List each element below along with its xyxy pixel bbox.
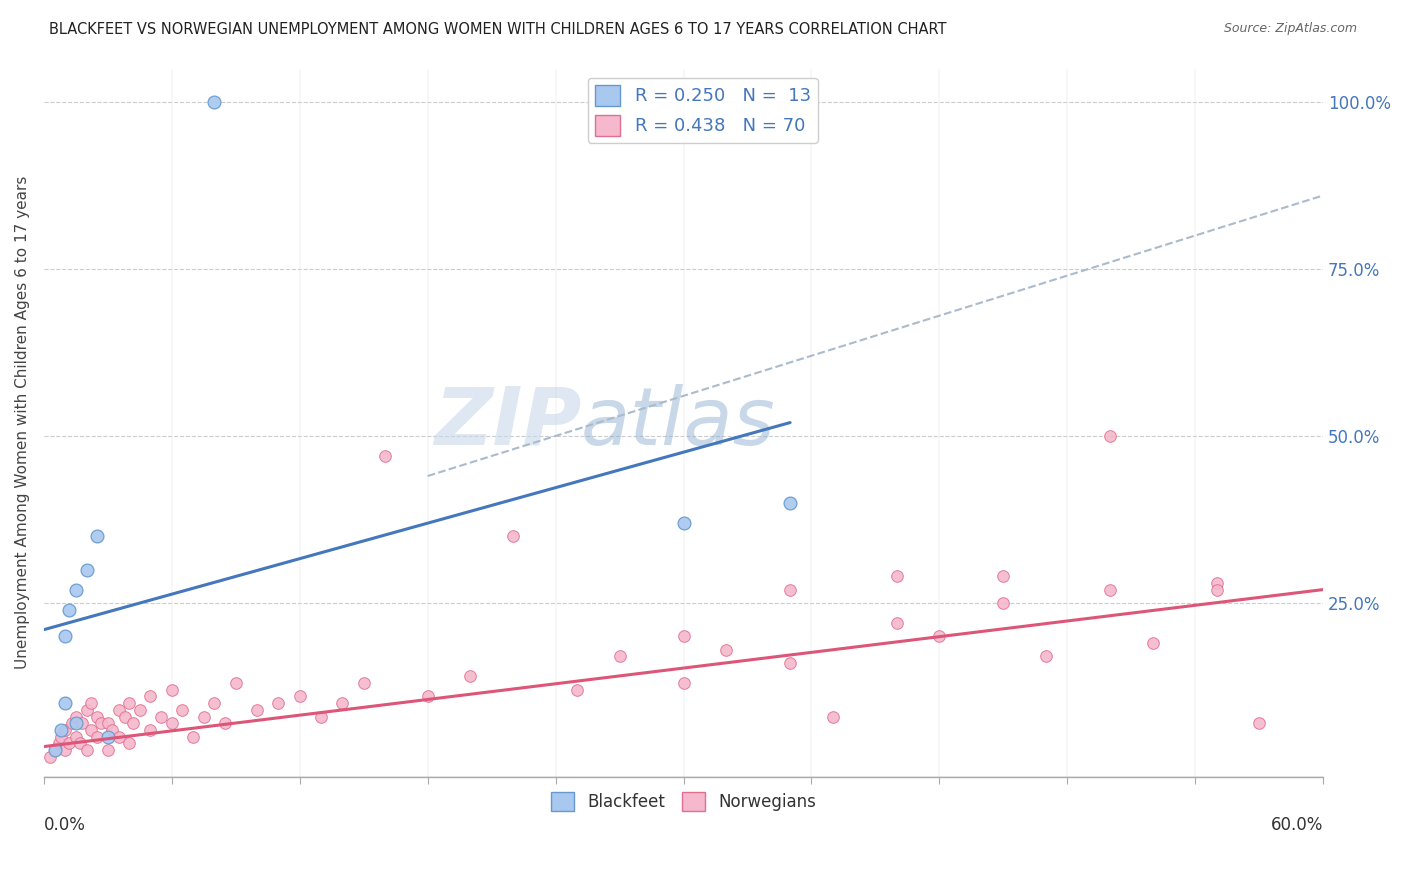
- Point: [193, 709, 215, 723]
- Point: [80, 723, 103, 737]
- Point: [69, 736, 91, 750]
- Point: [76, 562, 98, 576]
- Point: [565, 682, 588, 697]
- Point: [993, 596, 1015, 610]
- Point: [204, 696, 226, 710]
- Point: [181, 730, 204, 744]
- Point: [928, 629, 950, 643]
- Point: [49, 723, 72, 737]
- Point: [821, 709, 844, 723]
- Point: [97, 730, 120, 744]
- Point: [1035, 649, 1057, 664]
- Point: [97, 743, 120, 757]
- Point: [53, 723, 76, 737]
- Point: [65, 582, 87, 597]
- Text: ZIP: ZIP: [434, 384, 581, 461]
- Text: 60.0%: 60.0%: [1271, 815, 1323, 833]
- Point: [72, 716, 94, 731]
- Text: Source: ZipAtlas.com: Source: ZipAtlas.com: [1223, 22, 1357, 36]
- Point: [1142, 636, 1164, 650]
- Point: [118, 696, 141, 710]
- Point: [1249, 716, 1271, 731]
- Point: [128, 703, 150, 717]
- Point: [44, 743, 66, 757]
- Point: [139, 690, 162, 704]
- Point: [44, 743, 66, 757]
- Point: [53, 629, 76, 643]
- Point: [672, 676, 695, 690]
- Point: [225, 676, 247, 690]
- Point: [107, 730, 129, 744]
- Text: 0.0%: 0.0%: [44, 815, 86, 833]
- Point: [267, 696, 290, 710]
- Point: [86, 709, 108, 723]
- Point: [886, 615, 908, 630]
- Point: [246, 703, 269, 717]
- Text: BLACKFEET VS NORWEGIAN UNEMPLOYMENT AMONG WOMEN WITH CHILDREN AGES 6 TO 17 YEARS: BLACKFEET VS NORWEGIAN UNEMPLOYMENT AMON…: [49, 22, 946, 37]
- Point: [90, 716, 112, 731]
- Point: [886, 569, 908, 583]
- Point: [107, 703, 129, 717]
- Point: [309, 709, 332, 723]
- Point: [97, 716, 120, 731]
- Point: [160, 682, 183, 697]
- Point: [502, 529, 524, 543]
- Y-axis label: Unemployment Among Women with Children Ages 6 to 17 years: Unemployment Among Women with Children A…: [15, 176, 30, 669]
- Point: [779, 656, 801, 670]
- Point: [416, 690, 439, 704]
- Point: [53, 696, 76, 710]
- Point: [58, 602, 80, 616]
- Point: [353, 676, 375, 690]
- Point: [48, 736, 70, 750]
- Point: [374, 449, 396, 463]
- Point: [779, 496, 801, 510]
- Point: [332, 696, 354, 710]
- Point: [672, 629, 695, 643]
- Point: [118, 736, 141, 750]
- Point: [49, 730, 72, 744]
- Point: [672, 516, 695, 530]
- Point: [150, 709, 173, 723]
- Point: [172, 703, 194, 717]
- Point: [139, 723, 162, 737]
- Point: [1098, 429, 1121, 443]
- Point: [76, 743, 98, 757]
- Point: [80, 696, 103, 710]
- Point: [160, 716, 183, 731]
- Legend: Blackfeet, Norwegians: Blackfeet, Norwegians: [544, 785, 823, 818]
- Point: [214, 716, 236, 731]
- Point: [53, 743, 76, 757]
- Point: [76, 703, 98, 717]
- Point: [60, 716, 83, 731]
- Point: [65, 716, 87, 731]
- Point: [609, 649, 631, 664]
- Point: [1205, 575, 1227, 590]
- Point: [86, 529, 108, 543]
- Point: [86, 730, 108, 744]
- Point: [65, 709, 87, 723]
- Point: [1205, 582, 1227, 597]
- Text: atlas: atlas: [581, 384, 776, 461]
- Point: [993, 569, 1015, 583]
- Point: [779, 582, 801, 597]
- Point: [101, 723, 124, 737]
- Point: [288, 690, 311, 704]
- Point: [114, 709, 136, 723]
- Point: [204, 95, 226, 109]
- Point: [122, 716, 145, 731]
- Point: [39, 749, 62, 764]
- Point: [458, 669, 481, 683]
- Point: [1098, 582, 1121, 597]
- Point: [58, 736, 80, 750]
- Point: [65, 730, 87, 744]
- Point: [714, 642, 737, 657]
